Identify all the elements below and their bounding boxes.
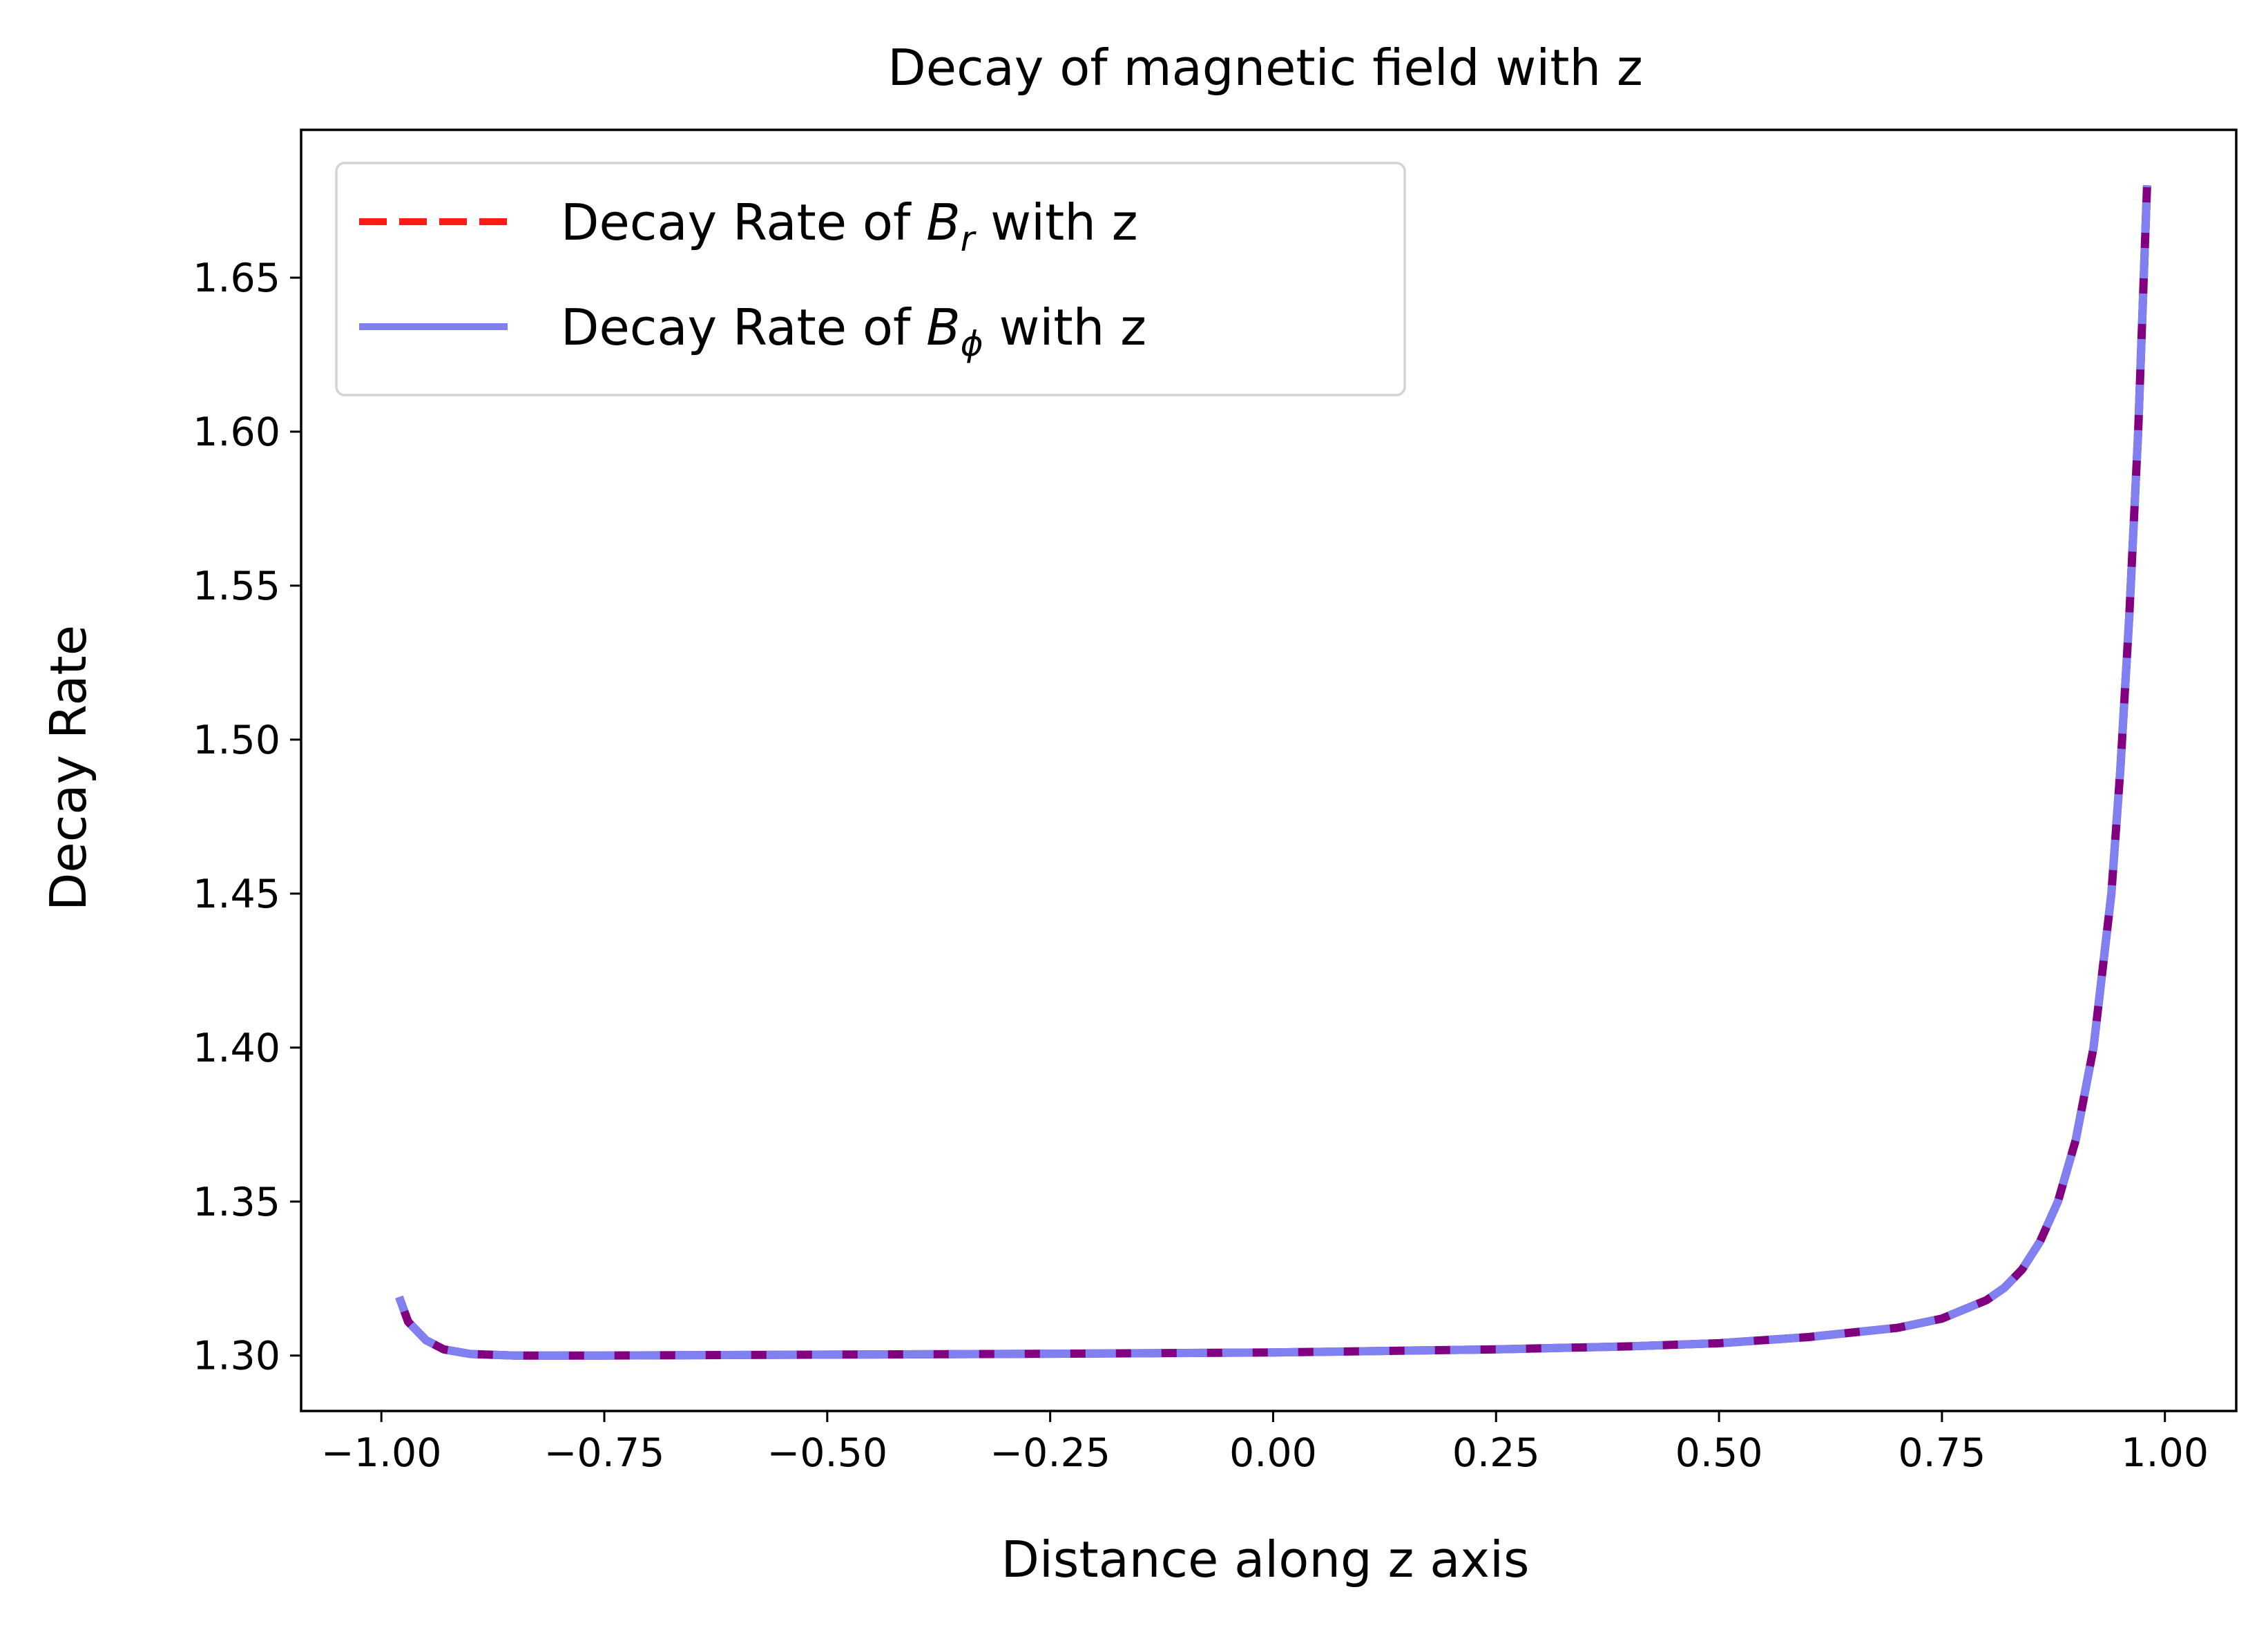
y-tick-label: 1.65 (193, 256, 280, 301)
y-tick-label: 1.55 (193, 564, 280, 609)
plot-frame (300, 128, 2238, 1412)
x-tick-label: 0.75 (1898, 1430, 1986, 1476)
x-tick-label: 0.25 (1452, 1430, 1540, 1476)
legend-label-subscript: ϕ (961, 324, 983, 364)
legend-label-suffix: with z (974, 193, 1137, 251)
series-layer (395, 185, 2151, 1360)
chart-title: Decay of magnetic field with z (887, 39, 1643, 97)
x-tick-label: 0.50 (1675, 1430, 1763, 1476)
legend-label-prefix: Decay Rate of (561, 298, 926, 356)
y-tick-label: 1.60 (193, 410, 280, 455)
legend-label-symbol: B (926, 193, 960, 251)
x-axis-ticks: −1.00 −0.75 −0.50 −0.25 0.00 0.25 0.50 0.75 1.00 (321, 1411, 2209, 1476)
legend-label-prefix: Decay Rate of (561, 193, 926, 251)
legend-label-subscript: r (961, 219, 977, 259)
y-tick-label: 1.30 (193, 1334, 280, 1379)
y-axis-ticks: 1.30 1.35 1.40 1.45 1.50 1.55 1.60 1.65 (193, 256, 301, 1379)
x-axis-label: Distance along z axis (1001, 1530, 1529, 1588)
series-overlap-line (395, 185, 2151, 1360)
y-axis-label: Decay Rate (39, 625, 97, 911)
legend-box (335, 162, 1406, 396)
x-tick-label: −1.00 (321, 1430, 442, 1476)
legend-label-symbol: B (926, 298, 960, 356)
legend-label-b-r: Decay Rate of Br with z (561, 193, 1138, 259)
legend-label-suffix: with z (983, 298, 1146, 356)
x-tick-label: −0.50 (767, 1430, 887, 1476)
plot-area (300, 128, 2238, 1412)
y-tick-label: 1.45 (193, 872, 280, 917)
legend-label-b-phi: Decay Rate of Bϕ with z (561, 298, 1146, 364)
y-tick-label: 1.40 (193, 1026, 280, 1071)
x-tick-label: −0.25 (990, 1430, 1111, 1476)
x-tick-label: 1.00 (2121, 1430, 2209, 1476)
y-tick-label: 1.35 (193, 1180, 280, 1225)
y-tick-label: 1.50 (193, 718, 280, 763)
x-tick-label: −0.75 (544, 1430, 665, 1476)
x-tick-label: 0.00 (1229, 1430, 1317, 1476)
